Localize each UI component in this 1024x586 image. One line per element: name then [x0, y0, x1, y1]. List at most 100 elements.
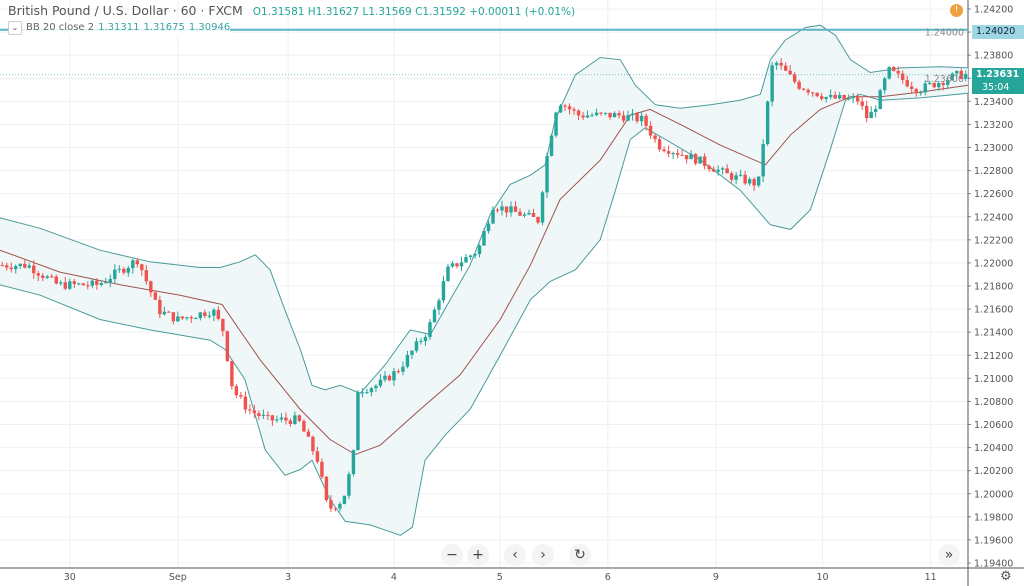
- low-value: L1.31569: [362, 6, 412, 18]
- candle-body: [266, 414, 270, 416]
- candle-body: [819, 96, 824, 99]
- candle-body: [955, 70, 959, 74]
- candle-body: [693, 154, 698, 164]
- candle-body: [887, 66, 891, 79]
- candle-body: [729, 173, 734, 180]
- price-axis-tick-label: 1.21400: [974, 328, 1013, 339]
- alert-icon[interactable]: !: [950, 4, 963, 17]
- symbol-title[interactable]: British Pound / U.S. Dollar · 60 · FXCM: [8, 3, 243, 18]
- candle-body: [252, 410, 257, 414]
- zoom-out-button[interactable]: −: [441, 544, 463, 566]
- candle-body: [351, 450, 356, 475]
- candle-body: [63, 282, 67, 289]
- price-axis-tick-label: 1.24000: [925, 28, 964, 39]
- candle-body: [446, 266, 450, 282]
- candle-body: [671, 153, 675, 155]
- price-axis-tick-label: 1.23000: [974, 143, 1013, 154]
- candle-body: [329, 500, 333, 509]
- candle-body: [405, 354, 410, 367]
- candle-body: [882, 78, 887, 91]
- candle-body: [842, 94, 846, 100]
- scroll-left-button[interactable]: ‹: [504, 544, 526, 566]
- candle-body: [806, 89, 810, 93]
- candle-body: [261, 414, 266, 416]
- candle-body: [603, 112, 608, 114]
- candle-body: [243, 396, 248, 410]
- candle-body: [14, 266, 18, 270]
- candle-body: [90, 280, 95, 286]
- candle-body: [311, 436, 315, 452]
- time-axis-label: Sep: [168, 572, 187, 583]
- candle-body: [374, 385, 378, 389]
- time-axis-label: 10: [816, 572, 829, 583]
- zoom-in-button[interactable]: +: [467, 544, 489, 566]
- candle-body: [558, 105, 563, 113]
- candle-body: [941, 82, 945, 85]
- candle-body: [216, 309, 221, 319]
- scroll-to-realtime-button[interactable]: »: [938, 544, 960, 566]
- candle-body: [666, 151, 671, 154]
- candle-body: [9, 267, 13, 270]
- candle-body: [919, 92, 923, 94]
- reset-chart-button[interactable]: ↻: [569, 544, 591, 566]
- candle-body: [734, 175, 738, 180]
- price-axis-tick-label: 1.20800: [974, 397, 1013, 408]
- candle-body: [567, 106, 572, 110]
- candle-body: [306, 431, 311, 437]
- bar-countdown-label: 35:04: [972, 81, 1024, 94]
- indicator-upper: 1.31675: [143, 22, 185, 33]
- candle-body: [450, 263, 455, 267]
- candle-body: [248, 409, 252, 411]
- candle-body: [482, 231, 486, 246]
- price-axis-tick-label: 1.22000: [974, 258, 1013, 269]
- candle-body: [653, 135, 657, 140]
- candle-body: [964, 74, 968, 79]
- candle-body: [950, 73, 954, 80]
- candle-body: [338, 503, 342, 509]
- candle-body: [423, 336, 428, 342]
- indicator-basis: 1.31311: [98, 22, 140, 33]
- candle-body: [239, 395, 243, 397]
- indicator-lower: 1.30946: [188, 22, 231, 33]
- candle-body: [185, 317, 189, 319]
- candle-body: [837, 94, 842, 99]
- candle-body: [140, 264, 144, 271]
- candle-body: [608, 112, 612, 118]
- candle-body: [527, 212, 531, 215]
- candle-body: [563, 105, 567, 107]
- price-axis-tick-label: 1.23400: [974, 97, 1013, 108]
- time-axis-label: 3: [285, 572, 292, 583]
- high-value: H1.31627: [307, 6, 360, 18]
- candle-body: [621, 115, 626, 121]
- candle-body: [5, 265, 9, 268]
- candle-body: [657, 139, 662, 150]
- candle-body: [554, 112, 558, 136]
- candle-body: [869, 111, 873, 119]
- ohlc-values: O1.31581 H1.31627 L1.31569 C1.31592 +0.0…: [253, 6, 575, 18]
- candle-body: [122, 268, 126, 273]
- candle-body: [225, 331, 230, 361]
- chevron-down-icon[interactable]: ⌄: [8, 21, 22, 35]
- candle-body: [59, 282, 63, 284]
- candle-body: [257, 413, 261, 416]
- candle-body: [901, 73, 905, 80]
- last-price-label: 1.23631: [972, 68, 1024, 81]
- scroll-right-button[interactable]: ›: [532, 544, 554, 566]
- candle-body: [738, 174, 743, 176]
- candle-body: [824, 97, 828, 99]
- candle-body: [545, 155, 549, 193]
- bollinger-basis-line: [0, 84, 969, 456]
- candle-body: [18, 263, 22, 267]
- candle-body: [104, 282, 108, 284]
- candle-body: [522, 214, 527, 216]
- candle-body: [333, 508, 338, 510]
- candle-body: [639, 115, 644, 122]
- candle-body: [756, 176, 761, 186]
- indicator-label[interactable]: BB 20 close 2: [26, 22, 95, 33]
- price-axis-tick-label: 1.21000: [974, 374, 1013, 385]
- settings-gear-icon[interactable]: ⚙: [1000, 569, 1012, 584]
- candle-body: [747, 179, 752, 184]
- candle-body: [441, 281, 446, 301]
- candle-body: [801, 88, 806, 90]
